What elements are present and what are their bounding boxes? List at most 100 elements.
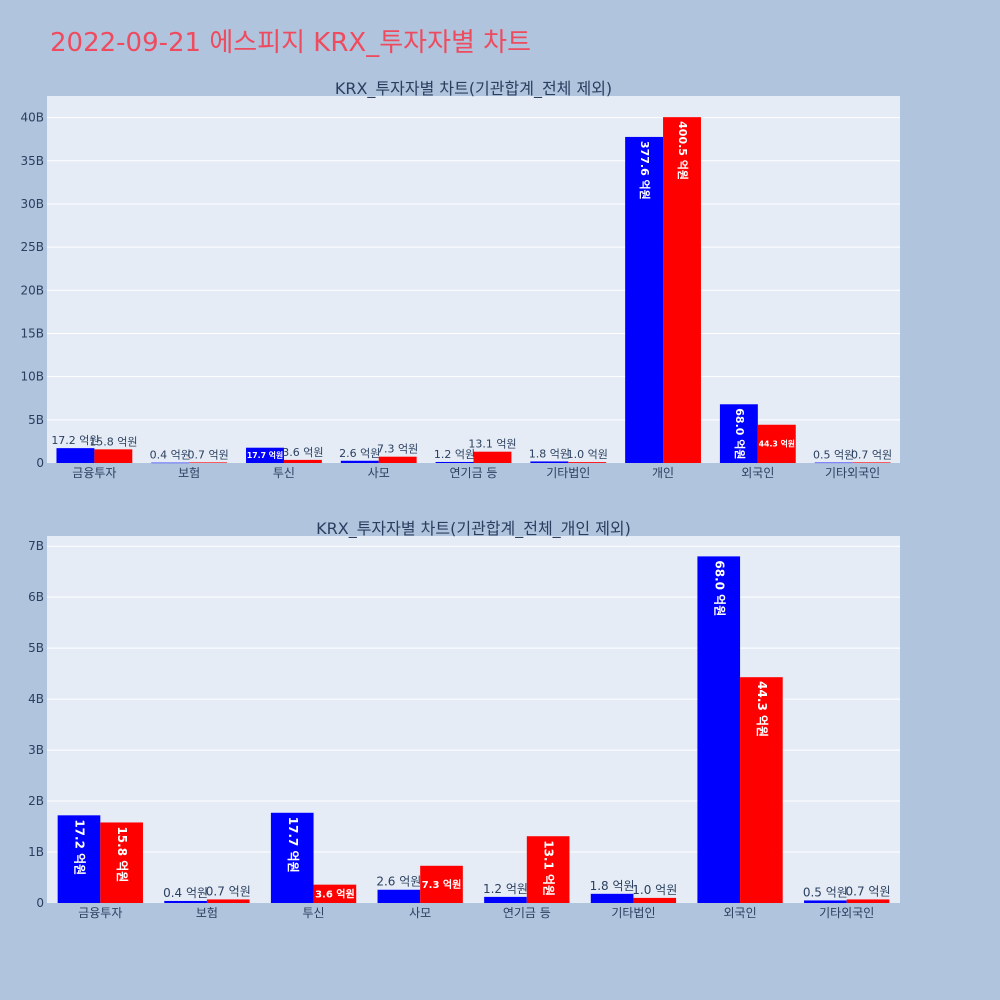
y-tick-label: 1B: [28, 845, 44, 859]
y-tick-label: 15B: [20, 326, 44, 340]
x-tick-label: 기타법인: [611, 906, 655, 920]
y-tick-label: 25B: [20, 240, 44, 254]
bar: [270, 812, 314, 903]
y-tick-label: 4B: [28, 692, 44, 706]
bar-label: 13.1 억원: [542, 840, 556, 896]
bar-label: 0.7 억원: [851, 448, 892, 461]
bar-label: 1.0 억원: [567, 448, 608, 461]
y-tick-label: 6B: [28, 590, 44, 604]
bar: [151, 462, 190, 464]
bar: [814, 462, 853, 464]
bar-label: 0.7 억원: [846, 884, 891, 898]
y-tick-label: 7B: [28, 539, 44, 553]
bar: [697, 556, 741, 903]
bar: [740, 677, 783, 903]
bar: [94, 449, 133, 463]
x-tick-label: 외국인: [741, 466, 774, 480]
bar-label: 15.8 억원: [115, 826, 129, 882]
y-tick-label: 2B: [28, 794, 44, 808]
chart-top: KRX_투자자별 차트(기관합계_전체 제외) 0 5B 10B 15B 20B 25B 30…: [20, 79, 900, 480]
bar: [57, 815, 101, 903]
bar-label: 0.4 억원: [150, 449, 191, 462]
bar-label: 44.3 억원: [759, 439, 795, 449]
bar-label: 44.3 억원: [755, 681, 769, 737]
bar: [663, 117, 701, 464]
x-tick-label: 사모: [368, 466, 390, 480]
bar: [378, 456, 417, 463]
bar-label: 7.3 억원: [377, 443, 418, 456]
y-tick-label: 10B: [20, 370, 44, 384]
y-tick-label: 35B: [20, 154, 44, 168]
bar-label: 377.6 억원: [638, 141, 652, 200]
y-tick-label: 40B: [20, 111, 44, 125]
bar-label: 17.7 억원: [247, 450, 283, 460]
x-tick-label: 사모: [409, 906, 431, 920]
y-tick-label: 5B: [28, 641, 44, 655]
bar-label: 2.6 억원: [376, 875, 421, 889]
x-tick-label: 보험: [196, 906, 218, 920]
bar-label: 1.8 억원: [529, 447, 570, 460]
bar: [473, 451, 512, 463]
y-tick-label: 0: [36, 896, 44, 910]
x-tick-label: 금융투자: [72, 466, 116, 480]
bar-label: 0.5 억원: [803, 885, 848, 899]
bar: [590, 893, 634, 903]
x-tick-label: 연기금 등: [503, 906, 551, 920]
x-tick-label: 개인: [652, 466, 674, 480]
x-tick-label: 금융투자: [78, 906, 122, 920]
y-tick-label: 0: [36, 456, 44, 470]
bar: [852, 462, 891, 463]
bar-label: 400.5 억원: [676, 121, 690, 180]
x-tick-label: 기타외국인: [825, 466, 880, 480]
bar-label: 15.8 억원: [89, 435, 137, 448]
bar: [846, 899, 890, 903]
bar-label: 7.3 억원: [422, 878, 462, 891]
page-title: 2022-09-21 에스피지 KRX_투자자별 차트: [50, 28, 532, 58]
plot-area: [47, 96, 900, 463]
x-tick-label: 외국인: [724, 906, 757, 920]
bar: [530, 461, 569, 463]
bar-label: 1.0 억원: [632, 883, 677, 897]
x-tick-label: 연기금 등: [450, 466, 498, 480]
bar: [435, 461, 474, 463]
bar-label: 0.7 억원: [188, 448, 229, 461]
bar-label: 2.6 억원: [339, 447, 380, 460]
bar-label: 1.2 억원: [434, 448, 475, 461]
bar-label: 0.7 억원: [206, 884, 251, 898]
bar-label: 3.6 억원: [282, 446, 323, 459]
bar: [719, 404, 758, 463]
bar: [164, 900, 207, 903]
chart-title: KRX_투자자별 차트(기관합계_전체 제외): [335, 79, 612, 99]
bar: [526, 836, 570, 903]
bar: [283, 459, 322, 463]
bar: [804, 900, 847, 903]
bar: [189, 462, 228, 463]
bar: [100, 822, 143, 903]
bar-label: 68.0 억원: [712, 560, 726, 616]
bar: [625, 136, 664, 464]
y-tick-label: 20B: [20, 283, 44, 297]
bar: [56, 448, 95, 463]
bar-label: 17.7 억원: [286, 817, 300, 873]
bar: [633, 897, 677, 903]
bar-label: 1.8 억원: [590, 879, 635, 893]
bar: [757, 424, 796, 463]
y-tick-label: 3B: [28, 743, 44, 757]
bar: [340, 460, 379, 463]
bar: [313, 884, 357, 903]
bar-label: 0.5 억원: [813, 449, 854, 462]
x-tick-label: 기타법인: [546, 466, 590, 480]
x-tick-label: 투신: [273, 466, 295, 480]
bar-label: 13.1 억원: [468, 438, 516, 451]
bar: [206, 899, 250, 903]
chart-bottom: KRX_투자자별 차트(기관합계_전체_개인 제외) 0 1B 2B 3B 4B 5B 6B 7…: [28, 519, 900, 920]
bar-label: 0.4 억원: [163, 886, 208, 900]
bar-label: 1.2 억원: [483, 882, 528, 896]
bar: [420, 865, 463, 903]
bar-label: 68.0 억원: [733, 408, 747, 459]
x-tick-label: 보험: [178, 466, 200, 480]
bar-label: 3.6 억원: [315, 887, 355, 900]
x-tick-label: 투신: [303, 906, 325, 920]
bar-label: 17.2 억원: [72, 819, 86, 875]
